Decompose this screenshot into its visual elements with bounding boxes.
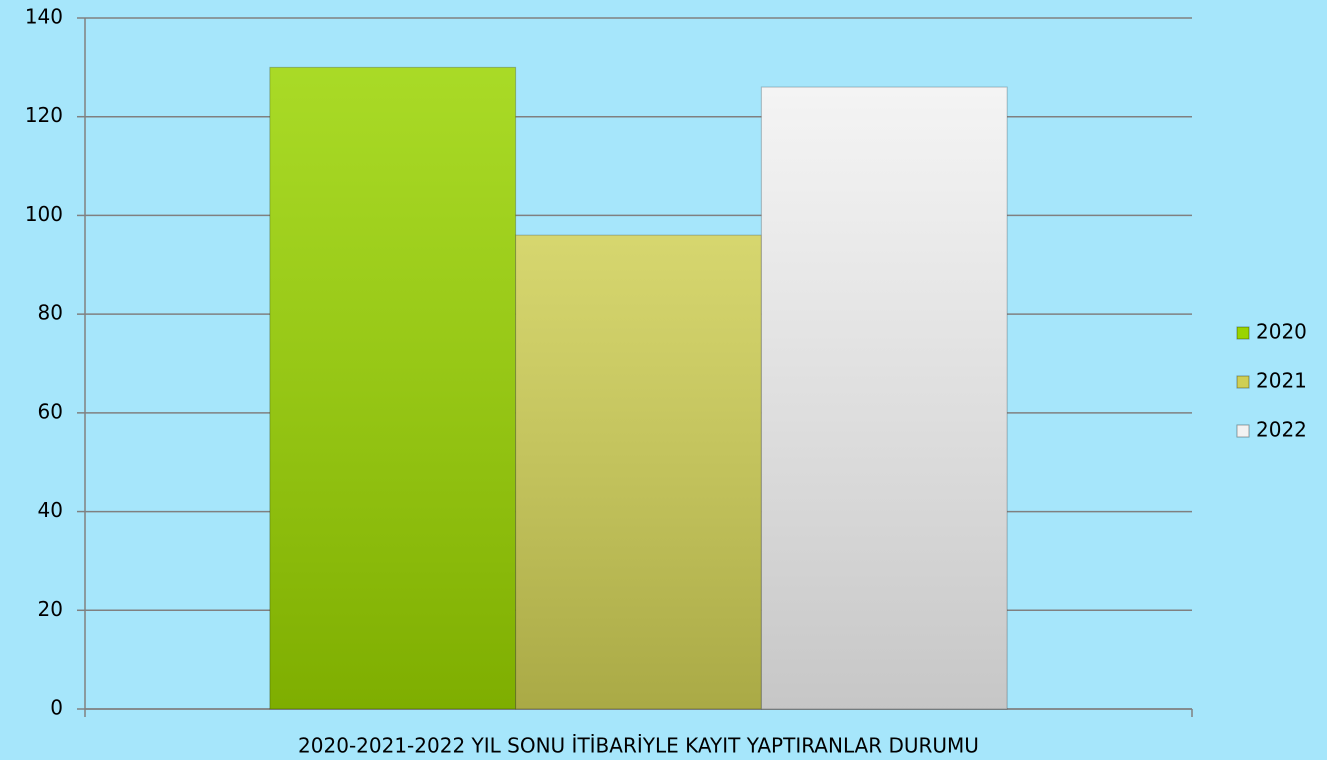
legend-label: 2022	[1256, 418, 1307, 442]
legend-swatch	[1236, 375, 1250, 389]
x-tick-label: 2020-2021-2022 YIL SONU İTİBARİYLE KAYIT…	[298, 734, 979, 758]
y-tick-label: 0	[50, 696, 63, 720]
y-tick-label: 80	[38, 301, 63, 325]
y-tick-label: 60	[38, 399, 63, 423]
y-tick-label: 120	[25, 103, 63, 127]
legend-label: 2021	[1256, 369, 1307, 393]
y-tick-label: 40	[38, 498, 63, 522]
bar-shade	[515, 235, 762, 709]
y-tick-label: 20	[38, 597, 63, 621]
legend-label: 2020	[1256, 320, 1307, 344]
legend-swatch	[1236, 326, 1250, 340]
y-tick-label: 100	[25, 202, 63, 226]
bar-shade	[269, 67, 516, 710]
y-tick-label: 140	[25, 5, 63, 29]
legend-swatch	[1236, 424, 1250, 438]
bar-shade	[761, 87, 1008, 710]
